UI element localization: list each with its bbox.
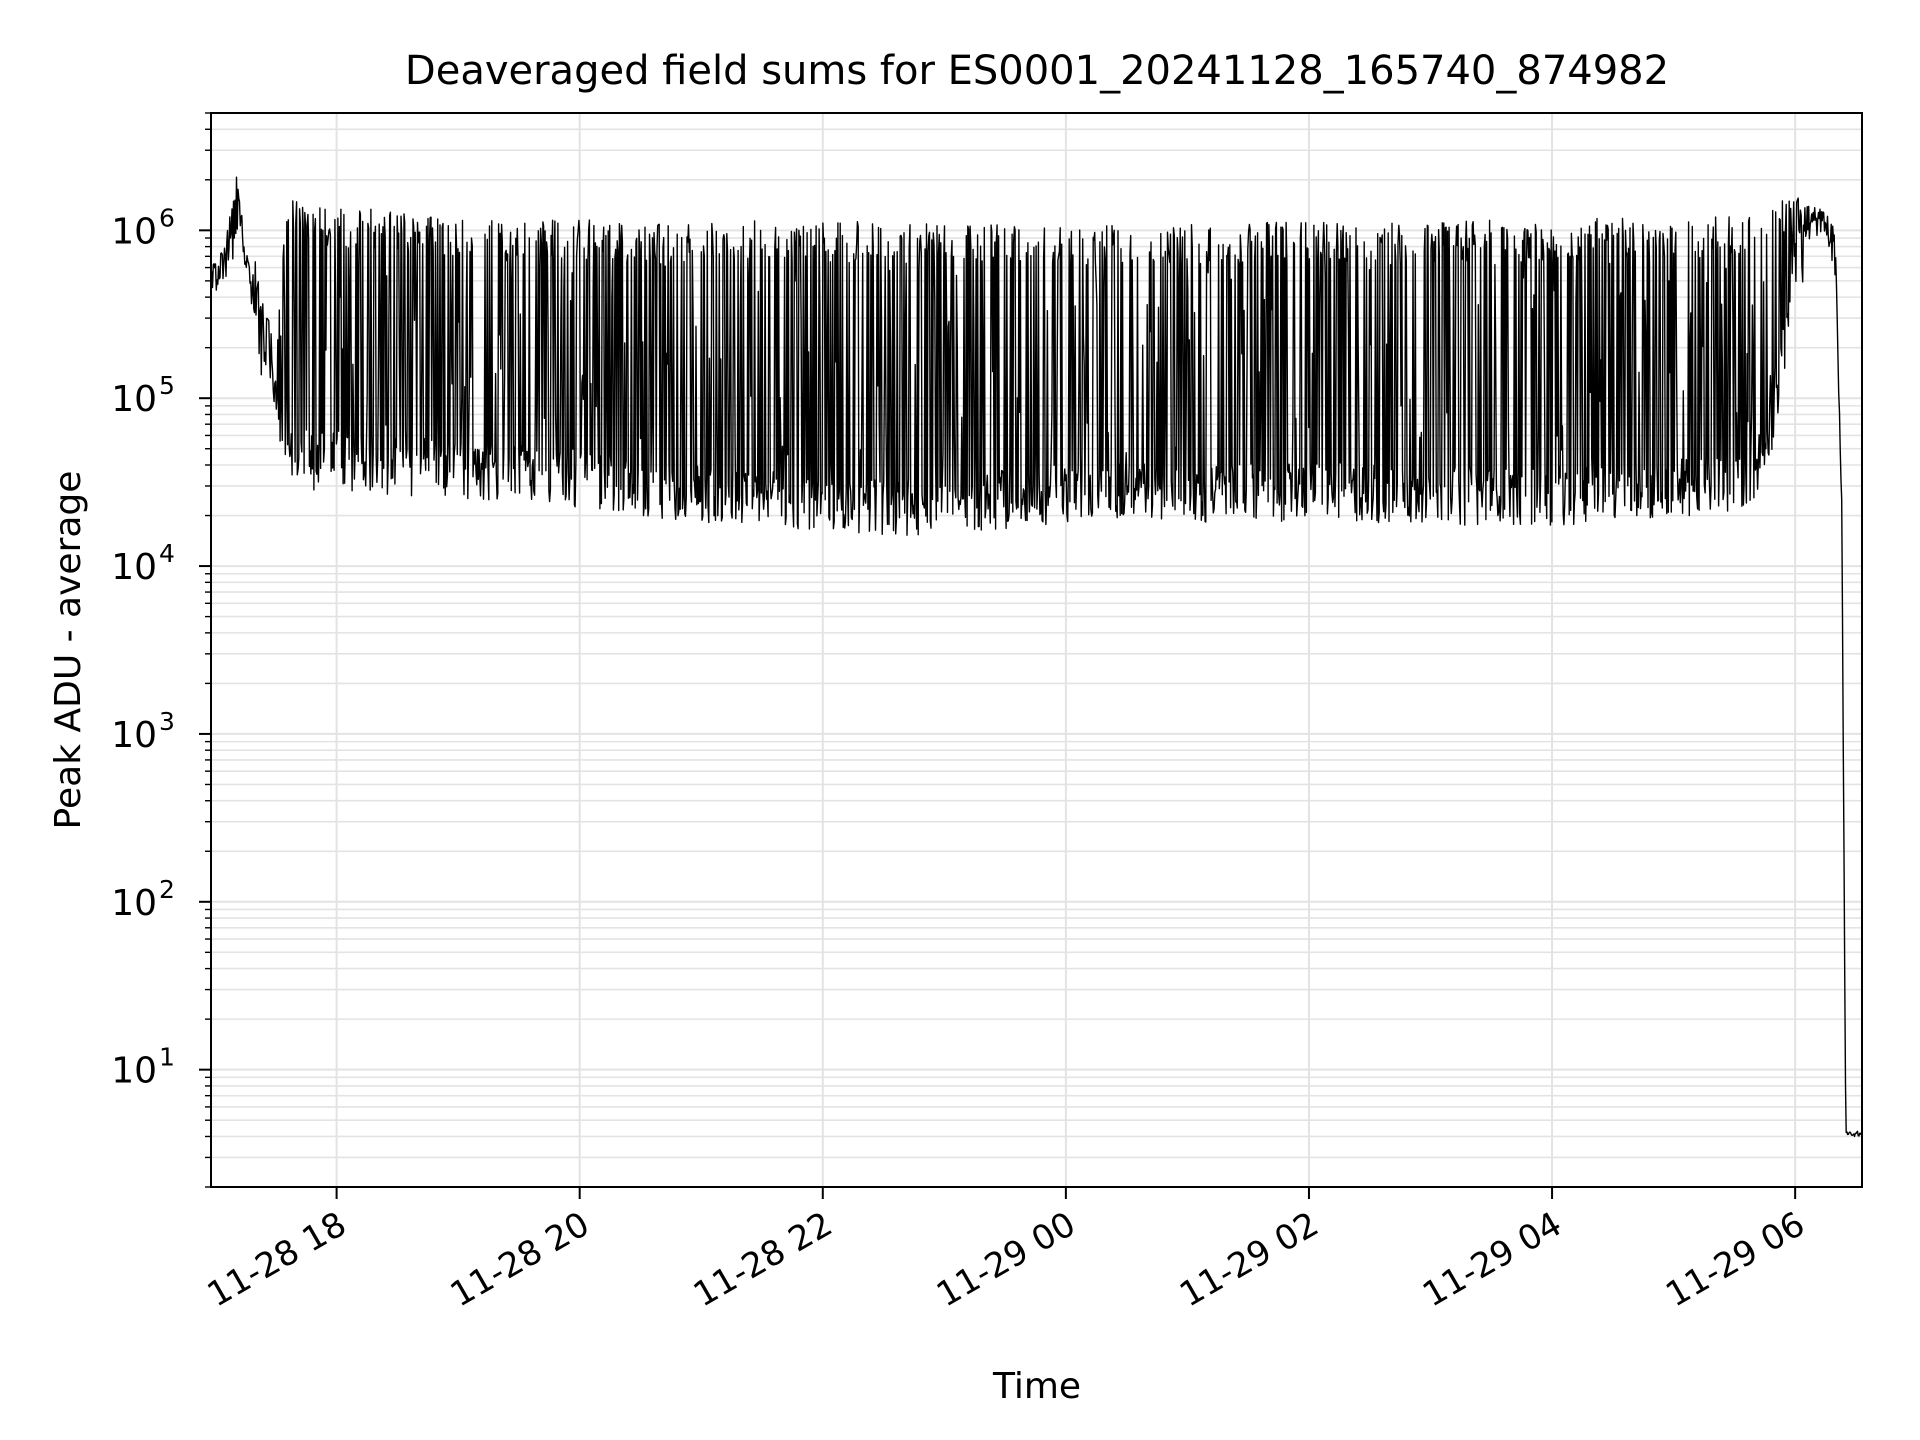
y-tick-label-exponent: 5	[159, 371, 175, 400]
y-tick-label: 10	[111, 379, 157, 420]
plot-frame	[210, 112, 1863, 1188]
y-tick-label: 10	[111, 883, 157, 924]
y-tick-label: 10	[111, 211, 157, 252]
series-line	[210, 176, 1863, 1138]
y-tick-label-exponent: 3	[159, 707, 175, 736]
data-series	[210, 176, 1863, 1138]
y-tick-label: 10	[111, 715, 157, 756]
y-axis-label: Peak ADU - average	[48, 471, 89, 830]
x-axis-label: Time	[992, 1366, 1081, 1407]
y-tick-label-exponent: 6	[159, 203, 175, 232]
y-tick-label-exponent: 2	[159, 875, 175, 904]
y-tick-label-exponent: 4	[159, 539, 175, 568]
chart-title: Deaveraged field sums for ES0001_2024112…	[405, 48, 1669, 94]
y-tick-label-exponent: 1	[159, 1043, 175, 1072]
y-tick-label: 10	[111, 547, 157, 588]
y-tick-label: 10	[111, 1051, 157, 1092]
